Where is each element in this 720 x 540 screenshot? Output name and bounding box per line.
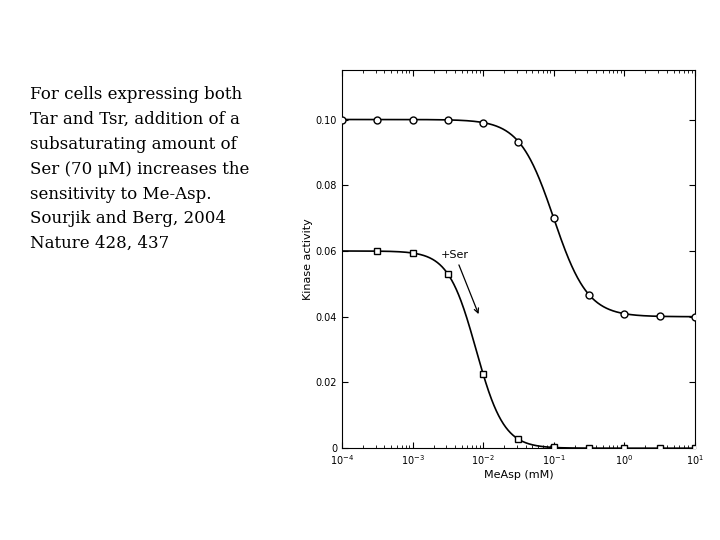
Y-axis label: Kinase activity: Kinase activity <box>303 218 313 300</box>
X-axis label: MeAsp (mM): MeAsp (mM) <box>484 470 553 480</box>
Text: For cells expressing both
Tar and Tsr, addition of a
subsaturating amount of
Ser: For cells expressing both Tar and Tsr, a… <box>30 86 250 252</box>
Text: +Ser: +Ser <box>441 249 479 313</box>
